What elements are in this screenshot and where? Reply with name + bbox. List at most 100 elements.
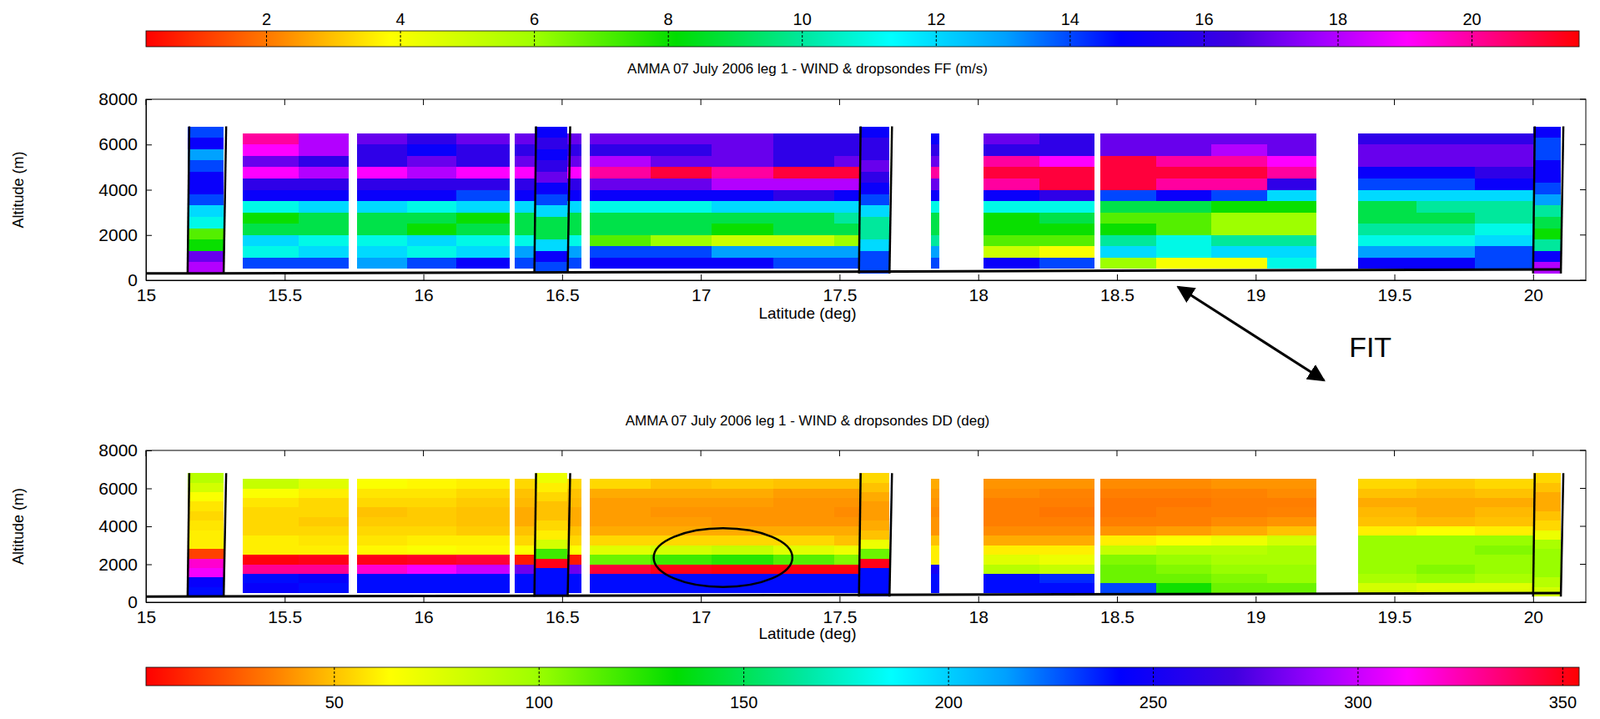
heatmap-cell xyxy=(298,498,349,508)
heatmap-cell xyxy=(407,190,458,202)
heatmap-cell xyxy=(1267,478,1318,489)
heatmap-cell xyxy=(1039,526,1096,536)
dropsonde-cell xyxy=(1533,577,1561,587)
heatmap-cell xyxy=(298,545,349,555)
heatmap-cell xyxy=(407,526,458,536)
dropsonde-cell xyxy=(859,171,891,184)
heatmap-cell xyxy=(357,212,408,225)
colorbar-tick xyxy=(400,30,402,47)
heatmap-cell xyxy=(589,545,651,555)
heatmap-cell xyxy=(1039,133,1096,146)
heatmap-cell xyxy=(1039,155,1096,168)
heatmap-cell xyxy=(650,223,712,236)
heatmap-cell xyxy=(298,166,349,179)
heatmap-cell xyxy=(983,166,1040,179)
heatmap-cell xyxy=(1474,545,1534,555)
heatmap-cell xyxy=(1474,201,1534,213)
colorbar-tick-label: 50 xyxy=(325,693,344,712)
colorbar-tick xyxy=(538,667,540,686)
dropsonde-cell xyxy=(859,228,891,241)
heatmap-cell xyxy=(407,246,458,258)
heatmap-cell xyxy=(1358,545,1417,555)
dropsonde-cell xyxy=(1533,171,1561,184)
colorbar-tick-label: 250 xyxy=(1139,693,1168,712)
x-tick-label: 15 xyxy=(136,285,156,305)
heatmap-cell xyxy=(1358,498,1417,508)
heatmap-cell xyxy=(1474,583,1534,593)
dropsonde-cell xyxy=(534,160,569,172)
colorbar-tick-label: 10 xyxy=(793,10,812,29)
colorbar-tick-label: 200 xyxy=(934,693,962,712)
dropsonde-cell xyxy=(534,205,569,217)
dropsonde-cell xyxy=(534,194,569,207)
heatmap-cell xyxy=(1358,235,1417,247)
heatmap-cell xyxy=(650,554,712,564)
heatmap-cell xyxy=(1211,246,1268,258)
heatmap-cell xyxy=(1267,564,1318,574)
heatmap-cell xyxy=(1039,166,1096,179)
x-tick-mark xyxy=(978,274,980,281)
x-tick: 16.5 xyxy=(545,274,580,305)
x-tick: 20 xyxy=(1524,274,1544,305)
heatmap-cell xyxy=(983,478,1040,489)
heatmap-cell xyxy=(1474,498,1534,508)
heatmap-cell xyxy=(1156,155,1213,168)
heatmap-cell xyxy=(1156,535,1213,545)
heatmap-cell xyxy=(711,201,773,213)
heatmap-cell xyxy=(1156,257,1213,270)
heatmap-cell xyxy=(1267,155,1318,168)
heatmap-cell xyxy=(1039,535,1096,545)
dropsonde-cell xyxy=(534,149,569,162)
heatmap-cell xyxy=(407,517,458,527)
heatmap-cell xyxy=(1156,554,1213,564)
heatmap-cell xyxy=(456,517,509,527)
heatmap-cell xyxy=(1474,212,1534,225)
y-tick-label: 4000 xyxy=(98,516,138,536)
heatmap-cell xyxy=(1416,507,1475,517)
heatmap-cell xyxy=(1267,190,1318,202)
heatmap-cell xyxy=(298,235,349,247)
dropsonde-outline xyxy=(1560,126,1564,274)
y-tick: 4000 xyxy=(98,516,152,536)
heatmap-cell xyxy=(242,478,299,489)
y-tick: 0 xyxy=(127,592,152,612)
dropsonde-cell xyxy=(859,492,891,502)
heatmap-cell xyxy=(242,235,299,247)
heatmap-cell xyxy=(1211,212,1268,225)
x-tick-label: 17.5 xyxy=(822,607,857,627)
heatmap-cell xyxy=(930,257,940,270)
heatmap-cell xyxy=(589,564,651,574)
heatmap-cell xyxy=(1211,583,1268,593)
heatmap-cell xyxy=(1474,133,1534,146)
dropsonde-outline xyxy=(1560,472,1564,597)
heatmap-cell xyxy=(456,498,509,508)
heatmap-cell xyxy=(1267,223,1318,236)
heatmap-cell xyxy=(298,246,349,258)
dropsonde-cell xyxy=(534,472,569,483)
heatmap-cell xyxy=(357,507,408,517)
x-tick-mark xyxy=(423,596,425,603)
heatmap-cell xyxy=(1474,190,1534,202)
dropsonde-cell xyxy=(187,472,224,483)
heatmap-cell xyxy=(407,583,458,593)
y-tick-mark-right xyxy=(1579,280,1586,282)
heatmap-cell xyxy=(1267,573,1318,584)
heatmap-cell xyxy=(407,166,458,179)
dropsonde-cell xyxy=(534,548,569,559)
dropsonde-cell xyxy=(859,568,891,578)
heatmap-cell xyxy=(242,573,299,584)
heatmap-cell xyxy=(1211,564,1268,574)
heatmap-cell xyxy=(1156,507,1213,517)
heatmap-cell xyxy=(983,488,1040,499)
colorbar-tick-label: 16 xyxy=(1194,10,1213,29)
y-tick-label: 8000 xyxy=(98,89,138,109)
dropsonde-outline xyxy=(859,126,861,274)
heatmap-cell xyxy=(650,190,712,202)
heatmap-cell xyxy=(1358,201,1417,213)
heatmap-cell xyxy=(1039,545,1096,555)
heatmap-cell xyxy=(1474,246,1534,258)
heatmap-cell xyxy=(773,535,835,545)
heatmap-cell xyxy=(298,573,349,584)
heatmap-cell xyxy=(1267,133,1318,146)
heatmap-cell xyxy=(983,190,1040,202)
